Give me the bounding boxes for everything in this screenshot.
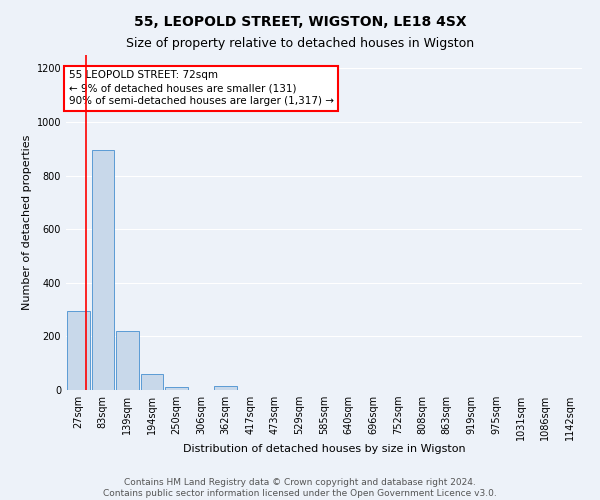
Bar: [67, 311, 89, 390]
Text: 55 LEOPOLD STREET: 72sqm
← 9% of detached houses are smaller (131)
90% of semi-d: 55 LEOPOLD STREET: 72sqm ← 9% of detache…: [68, 70, 334, 106]
Bar: [140, 374, 163, 390]
Text: Contains HM Land Registry data © Crown copyright and database right 2024.
Contai: Contains HM Land Registry data © Crown c…: [103, 478, 497, 498]
Bar: [165, 387, 188, 390]
X-axis label: Distribution of detached houses by size in Wigston: Distribution of detached houses by size …: [182, 444, 466, 454]
Y-axis label: Number of detached properties: Number of detached properties: [22, 135, 32, 310]
Bar: [92, 150, 114, 390]
Text: Size of property relative to detached houses in Wigston: Size of property relative to detached ho…: [126, 38, 474, 51]
Bar: [116, 331, 139, 390]
Text: 55, LEOPOLD STREET, WIGSTON, LE18 4SX: 55, LEOPOLD STREET, WIGSTON, LE18 4SX: [134, 15, 466, 29]
Bar: [214, 386, 237, 390]
